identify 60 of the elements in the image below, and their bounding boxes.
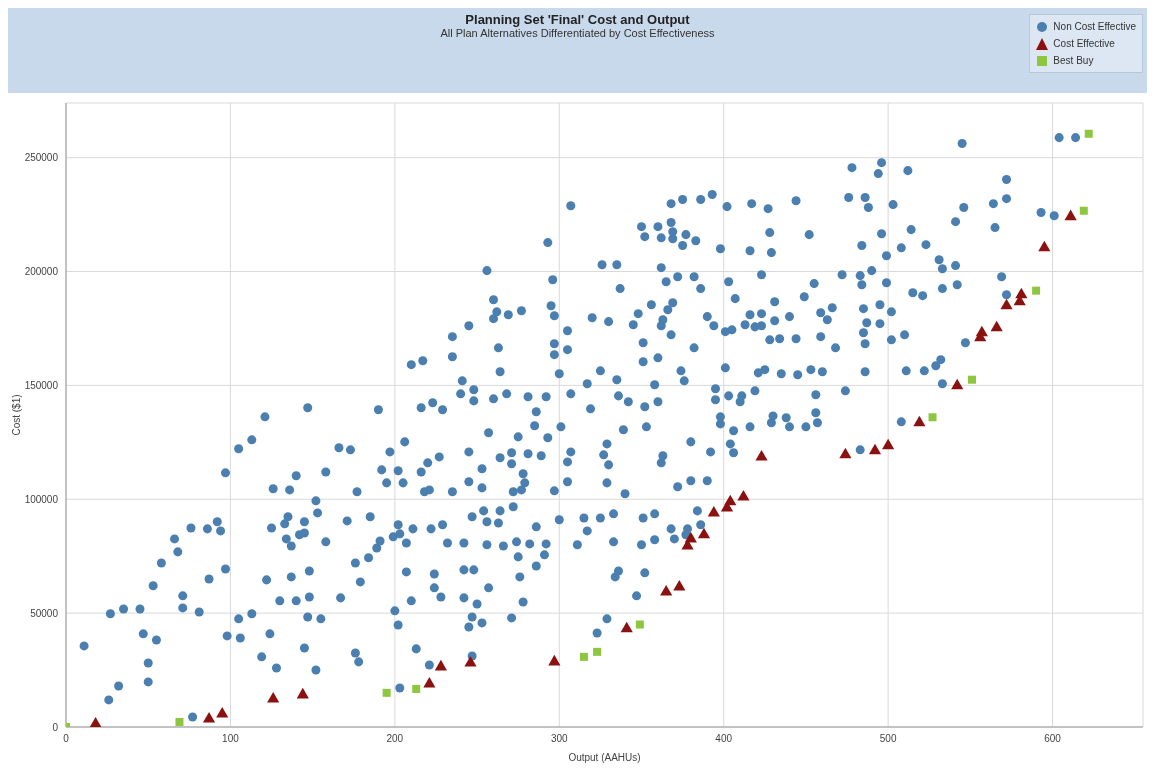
point — [913, 415, 926, 427]
legend-label: Cost Effective — [1053, 38, 1115, 49]
point — [1015, 287, 1028, 299]
point — [839, 447, 852, 459]
y-tick-label: 50000 — [30, 607, 59, 619]
point — [216, 707, 229, 718]
x-tick-label: 400 — [715, 733, 733, 745]
point — [635, 620, 644, 629]
point — [548, 654, 561, 666]
point — [975, 325, 988, 337]
point — [175, 717, 184, 726]
x-tick-label: 0 — [63, 733, 70, 745]
point — [1038, 240, 1051, 252]
point — [202, 712, 216, 723]
x-tick-label: 500 — [879, 733, 897, 745]
point — [89, 717, 102, 727]
y-tick-label: 150000 — [24, 379, 59, 391]
point — [724, 494, 737, 506]
y-axis-title: Cost ($1) — [10, 394, 22, 436]
point — [697, 527, 711, 539]
point — [737, 489, 750, 501]
point — [673, 579, 686, 591]
point — [412, 684, 421, 693]
point — [1079, 206, 1088, 215]
point — [707, 505, 720, 517]
point — [755, 449, 768, 461]
y-tick-label: 0 — [52, 721, 59, 733]
x-tick-label: 600 — [1044, 733, 1062, 745]
point — [1084, 129, 1093, 138]
point — [868, 443, 882, 455]
point — [434, 659, 447, 671]
point — [951, 378, 964, 390]
point — [968, 375, 976, 384]
point — [684, 531, 697, 543]
point — [1000, 298, 1013, 310]
point — [1032, 286, 1041, 295]
x-tick-label: 100 — [222, 733, 240, 745]
x-tick-label: 300 — [550, 733, 569, 745]
legend-label: Non Cost Effective — [1053, 21, 1136, 32]
chart-subtitle: All Plan Alternatives Differentiated by Cost Effectiveness — [440, 27, 715, 39]
point — [423, 676, 436, 688]
x-axis-title: Output (AAHUs) — [568, 752, 641, 763]
legend-label: Best Buy — [1053, 55, 1094, 66]
point — [620, 621, 633, 633]
point — [882, 438, 895, 450]
y-tick-label: 100000 — [24, 493, 59, 505]
point — [464, 655, 477, 667]
chart-title: Planning Set 'Final' Cost and Output — [465, 12, 690, 27]
point — [382, 688, 391, 697]
x-tick-label: 200 — [386, 733, 404, 745]
point — [660, 584, 673, 596]
point — [267, 691, 280, 703]
point — [1064, 209, 1077, 221]
point — [928, 413, 937, 422]
point — [296, 687, 309, 699]
y-tick-label: 200000 — [24, 266, 59, 278]
point — [990, 320, 1003, 332]
point — [593, 647, 602, 656]
point — [579, 652, 588, 661]
y-tick-label: 250000 — [24, 152, 59, 164]
